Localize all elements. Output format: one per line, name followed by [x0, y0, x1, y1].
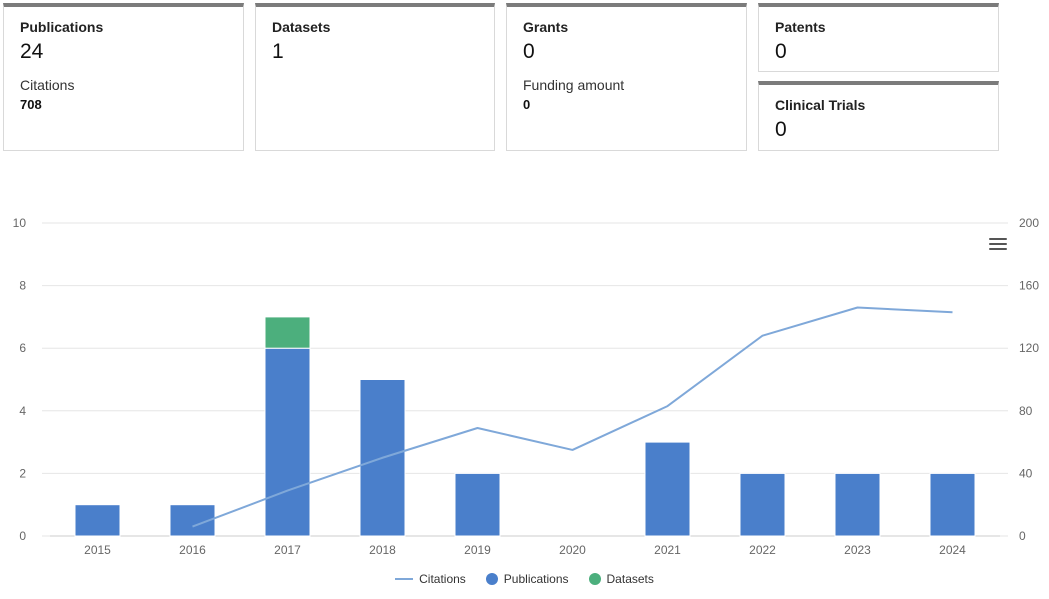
legend-publications-dot [485, 573, 498, 585]
x-axis-tick-label: 2019 [464, 543, 491, 557]
y-axis-tick-label: 10 [13, 216, 27, 230]
x-axis-tick-label: 2015 [84, 543, 111, 557]
datasets-label: Datasets [272, 19, 331, 35]
legend-item-datasets[interactable]: Datasets [588, 572, 654, 586]
chart-legend: Citations Publications Datasets [0, 572, 1049, 586]
citations-value: 708 [20, 97, 42, 112]
bar-publications-2019 [454, 472, 501, 537]
publications-value: 24 [20, 40, 44, 63]
y-axis-tick-label: 8 [19, 279, 26, 293]
bar-datasets-2017 [264, 316, 311, 349]
legend-citations-label: Citations [419, 572, 466, 586]
clinical-trials-label: Clinical Trials [775, 97, 866, 113]
citations-line [192, 306, 953, 528]
legend-datasets-dot [588, 573, 601, 585]
y2-axis-tick-label: 40 [1019, 466, 1033, 480]
patents-value: 0 [775, 40, 787, 63]
x-axis-tick-label: 2021 [654, 543, 681, 557]
legend-citations-line [395, 578, 414, 580]
legend-publications-label: Publications [503, 572, 569, 586]
bar-publications-2022 [739, 472, 786, 537]
grants-value: 0 [523, 40, 535, 63]
bar-publications-2021 [644, 441, 691, 537]
legend-item-publications[interactable]: Publications [485, 572, 569, 586]
citations-label: Citations [20, 77, 75, 93]
funding-amount-value: 0 [523, 97, 531, 112]
y2-axis-tick-label: 80 [1019, 404, 1033, 418]
x-axis-tick-label: 2023 [844, 543, 871, 557]
grants-card: Grants 0 Funding amount 0 [506, 3, 747, 151]
grants-label: Grants [523, 19, 569, 35]
datasets-value: 1 [272, 40, 284, 63]
x-axis-tick-label: 2017 [274, 543, 301, 557]
x-axis-tick-label: 2016 [179, 543, 206, 557]
hamburger-menu-icon[interactable] [989, 238, 1007, 252]
x-axis-tick-label: 2024 [939, 543, 966, 557]
datasets-card: Datasets 1 [255, 3, 495, 151]
y-axis-tick-label: 4 [19, 404, 26, 418]
y2-axis-tick-label: 200 [1019, 216, 1039, 230]
x-axis-tick-label: 2020 [559, 543, 586, 557]
clinical-trials-card: Clinical Trials 0 [758, 81, 999, 151]
legend-datasets-label: Datasets [606, 572, 654, 586]
clinical-trials-value: 0 [775, 118, 787, 141]
bar-publications-2015 [74, 504, 121, 537]
y-axis-tick-label: 6 [19, 341, 26, 355]
bar-publications-2024 [929, 472, 976, 537]
publications-label: Publications [20, 19, 104, 35]
patents-label: Patents [775, 19, 826, 35]
y-axis-tick-label: 0 [19, 529, 26, 543]
y2-axis-tick-label: 160 [1019, 279, 1039, 293]
x-axis-tick-label: 2022 [749, 543, 776, 557]
output-chart: 0 2 4 6 8 10 0 40 80 120 160 200 2015 2016 2017 2018 201… [13, 216, 1040, 557]
legend-item-citations[interactable]: Citations [395, 572, 466, 586]
funding-amount-label: Funding amount [523, 77, 625, 93]
publications-card: Publications 24 Citations 708 [3, 3, 244, 151]
x-axis-tick-label: 2018 [369, 543, 396, 557]
bar-publications-2023 [834, 472, 881, 537]
y2-axis-tick-label: 0 [1019, 529, 1026, 543]
bar-publications-2017 [264, 347, 311, 537]
y2-axis-tick-label: 120 [1019, 341, 1039, 355]
y-axis-tick-label: 2 [19, 466, 26, 480]
patents-card: Patents 0 [758, 3, 999, 72]
